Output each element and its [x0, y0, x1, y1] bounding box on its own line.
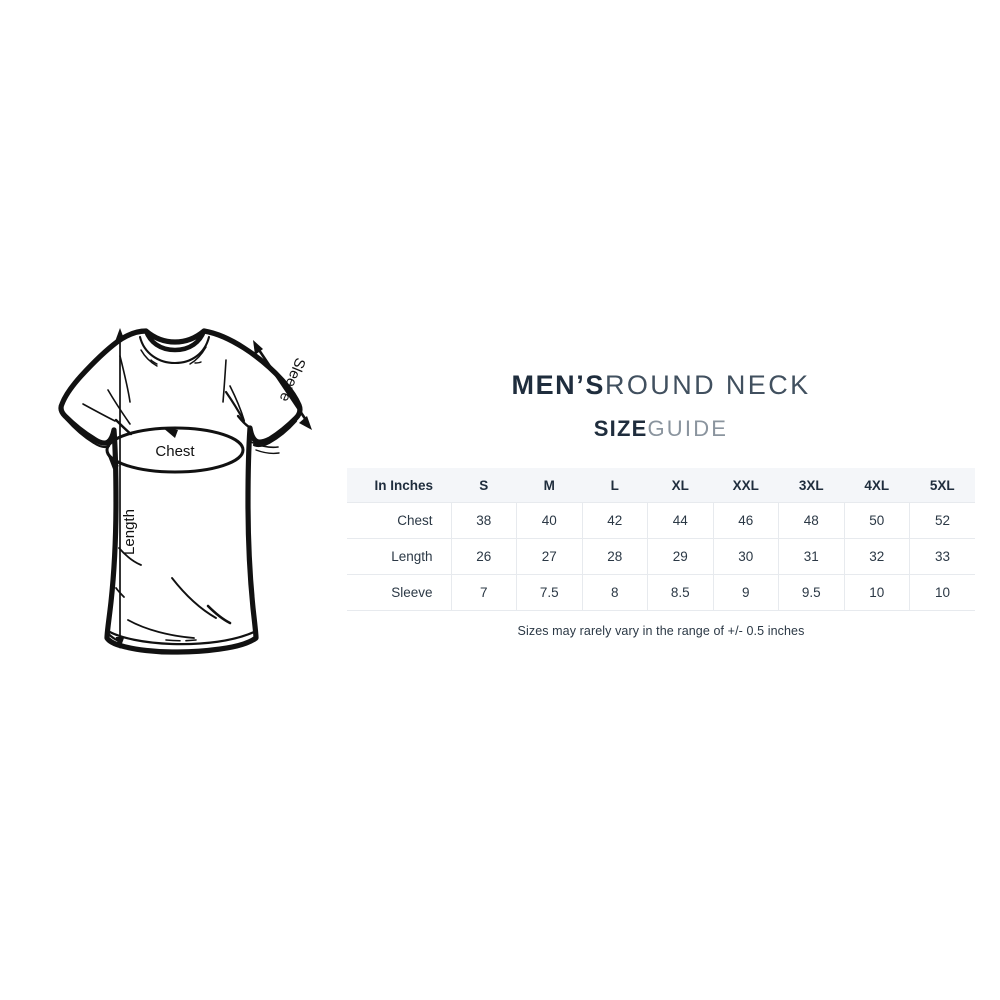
fold-hem-dash [165, 639, 197, 642]
cell-length-xxl: 30 [712, 538, 779, 575]
cell-chest-xxl: 46 [712, 502, 779, 539]
cell-sleeve-s: 7 [450, 574, 517, 611]
page-title: MEN’SROUND NECK [347, 368, 975, 402]
cell-sleeve-3xl: 9.5 [778, 574, 845, 611]
sleeve-arrow-top [253, 340, 263, 355]
cell-chest-3xl: 48 [778, 502, 845, 539]
collar-dot-left [150, 359, 158, 365]
fold-torso-center [171, 577, 217, 619]
title-block: MEN’SROUND NECK SIZEGUIDE [347, 368, 975, 444]
collar-stitch-right [189, 346, 207, 365]
cell-sleeve-m: 7.5 [516, 574, 583, 611]
sleeve-hem-left [64, 417, 111, 449]
chest-label: Chest [155, 443, 195, 460]
size-table-container: In Inches S M L XL XXL 3XL 4XL 5XL Chest… [347, 468, 975, 611]
fold-left-shoulder [119, 355, 131, 403]
page-subtitle: SIZEGUIDE [347, 414, 975, 444]
page-subtitle-bold: SIZE [593, 416, 648, 441]
table-header-row: In Inches S M L XL XXL 3XL 4XL 5XL [347, 468, 975, 503]
fold-right-armpit-b [224, 390, 246, 423]
cell-length-s: 26 [450, 538, 517, 575]
cell-length-4xl: 32 [843, 538, 910, 575]
cell-length-xl: 29 [647, 538, 714, 575]
tshirt-outline [58, 328, 303, 655]
fold-left-armpit-b [82, 403, 116, 422]
bottom-hem-inner [106, 629, 256, 646]
sleeve-hem-right [252, 419, 298, 448]
table-header-cell-6: 3XL [778, 468, 844, 503]
table-row: Length 26 27 28 29 30 31 32 33 [347, 538, 975, 575]
cell-sleeve-xl: 8.5 [647, 574, 714, 611]
cell-sleeve-4xl: 10 [843, 574, 910, 611]
cell-length-3xl: 31 [778, 538, 845, 575]
table-header-cell-5: XXL [713, 468, 779, 503]
fold-right-sleeve-inner [250, 441, 279, 449]
length-arrow-bottom [115, 637, 125, 649]
cell-chest-s: 38 [450, 502, 517, 539]
collar-stitch-left [140, 349, 158, 367]
table-header-cell-1: S [451, 468, 517, 503]
chest-measure-ellipse [105, 426, 245, 474]
cell-sleeve-xxl: 9 [712, 574, 779, 611]
neckline [143, 328, 207, 353]
cell-chest-5xl: 52 [909, 502, 975, 539]
size-table: In Inches S M L XL XXL 3XL 4XL 5XL Chest… [347, 468, 975, 611]
table-header-cell-3: L [582, 468, 648, 503]
table-header-cell-4: XL [647, 468, 713, 503]
table-header-cell-2: M [516, 468, 582, 503]
collar-dot-right [194, 361, 202, 364]
cell-length-5xl: 33 [909, 538, 975, 575]
page-title-light: ROUND NECK [605, 370, 811, 400]
fold-torso-bottom [127, 619, 195, 639]
table-header-cell-0: In Inches [347, 468, 451, 503]
cell-length-m: 27 [516, 538, 583, 575]
fold-right-armpit-c [236, 414, 251, 429]
table-row: Sleeve 7 7.5 8 8.5 9 9.5 10 10 [347, 574, 975, 611]
fold-right-sleeve-inner2 [255, 449, 280, 455]
table-header-cell-7: 4XL [844, 468, 910, 503]
length-arrow-top [115, 328, 125, 340]
cell-sleeve-5xl: 10 [909, 574, 975, 611]
sleeve-measure-line [255, 346, 310, 424]
cell-chest-m: 40 [516, 502, 583, 539]
length-label: Length [121, 509, 138, 555]
sleeve-arrow-bottom [299, 416, 312, 430]
chest-arrow-head [162, 427, 178, 438]
cell-chest-4xl: 50 [843, 502, 910, 539]
fold-torso-center2 [206, 604, 232, 625]
page-title-bold: MEN’S [511, 370, 605, 400]
cell-length-l: 28 [581, 538, 648, 575]
collar-inner [138, 335, 211, 365]
cell-chest-xl: 44 [647, 502, 714, 539]
tshirt-diagram: Chest Length Sleeve [58, 328, 312, 655]
fold-right-shoulder [222, 359, 227, 403]
size-variance-note: Sizes may rarely vary in the range of +/… [517, 624, 805, 638]
fold-left-armpit-a [107, 389, 131, 425]
row-label-sleeve: Sleeve [347, 574, 452, 611]
cell-chest-l: 42 [581, 502, 648, 539]
page-subtitle-light: GUIDE [647, 416, 729, 441]
chest-arrow-tail [108, 456, 119, 469]
tshirt-illustration: Chest Length Sleeve [20, 320, 350, 680]
row-label-chest: Chest [347, 502, 452, 539]
table-row: Chest 38 40 42 44 46 48 50 52 [347, 502, 975, 539]
row-label-length: Length [347, 538, 452, 575]
table-header-cell-8: 5XL [909, 468, 975, 503]
cell-sleeve-l: 8 [581, 574, 648, 611]
